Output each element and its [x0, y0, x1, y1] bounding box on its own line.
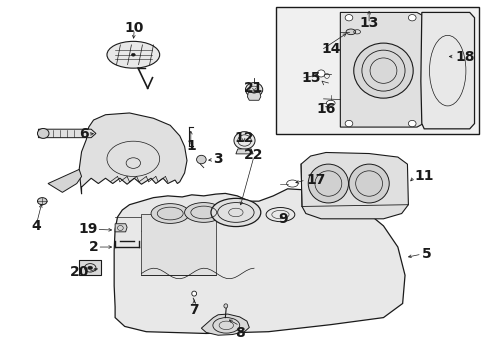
Text: 6: 6 [79, 127, 89, 141]
Text: 11: 11 [414, 170, 433, 184]
Text: 10: 10 [124, 21, 143, 35]
Text: 15: 15 [301, 71, 320, 85]
Polygon shape [420, 12, 473, 129]
Text: 2: 2 [88, 240, 98, 254]
Polygon shape [48, 170, 81, 192]
Ellipse shape [38, 129, 49, 138]
Text: 9: 9 [278, 212, 287, 226]
Polygon shape [301, 153, 407, 219]
Text: 18: 18 [454, 50, 474, 63]
Polygon shape [115, 224, 127, 232]
Polygon shape [201, 314, 249, 335]
Ellipse shape [245, 83, 262, 97]
Ellipse shape [353, 43, 412, 98]
Ellipse shape [317, 70, 325, 77]
Ellipse shape [345, 14, 352, 21]
Polygon shape [235, 149, 253, 154]
Ellipse shape [326, 100, 334, 106]
Polygon shape [114, 189, 404, 333]
Ellipse shape [151, 204, 189, 224]
Ellipse shape [348, 164, 388, 203]
Ellipse shape [407, 120, 415, 127]
Polygon shape [247, 93, 260, 100]
Text: 12: 12 [234, 131, 254, 145]
Ellipse shape [210, 198, 260, 226]
Ellipse shape [38, 198, 47, 205]
Ellipse shape [184, 203, 223, 222]
Ellipse shape [307, 164, 348, 203]
Text: 21: 21 [244, 81, 264, 95]
Text: 8: 8 [234, 327, 244, 341]
Ellipse shape [407, 14, 415, 21]
Text: 19: 19 [78, 222, 97, 237]
Ellipse shape [233, 132, 255, 149]
Text: 13: 13 [359, 16, 378, 30]
Text: 5: 5 [421, 247, 431, 261]
Ellipse shape [196, 155, 206, 164]
Ellipse shape [107, 41, 160, 68]
Bar [79, 260, 101, 275]
Text: 17: 17 [306, 173, 325, 187]
Polygon shape [79, 113, 186, 194]
Text: 3: 3 [213, 152, 223, 166]
Ellipse shape [346, 29, 355, 35]
Text: 20: 20 [69, 265, 89, 279]
Ellipse shape [345, 120, 352, 127]
Polygon shape [39, 129, 96, 138]
Bar [275, 7, 478, 134]
Ellipse shape [191, 291, 196, 296]
Text: 1: 1 [186, 139, 196, 153]
Text: 7: 7 [189, 303, 199, 318]
Text: 16: 16 [316, 103, 335, 116]
Text: 14: 14 [321, 42, 340, 57]
Polygon shape [340, 12, 426, 127]
Text: 4: 4 [31, 219, 41, 233]
Ellipse shape [131, 53, 135, 56]
Ellipse shape [88, 266, 92, 270]
Bar [141, 213, 215, 275]
Text: 22: 22 [244, 148, 264, 162]
Ellipse shape [224, 304, 227, 308]
